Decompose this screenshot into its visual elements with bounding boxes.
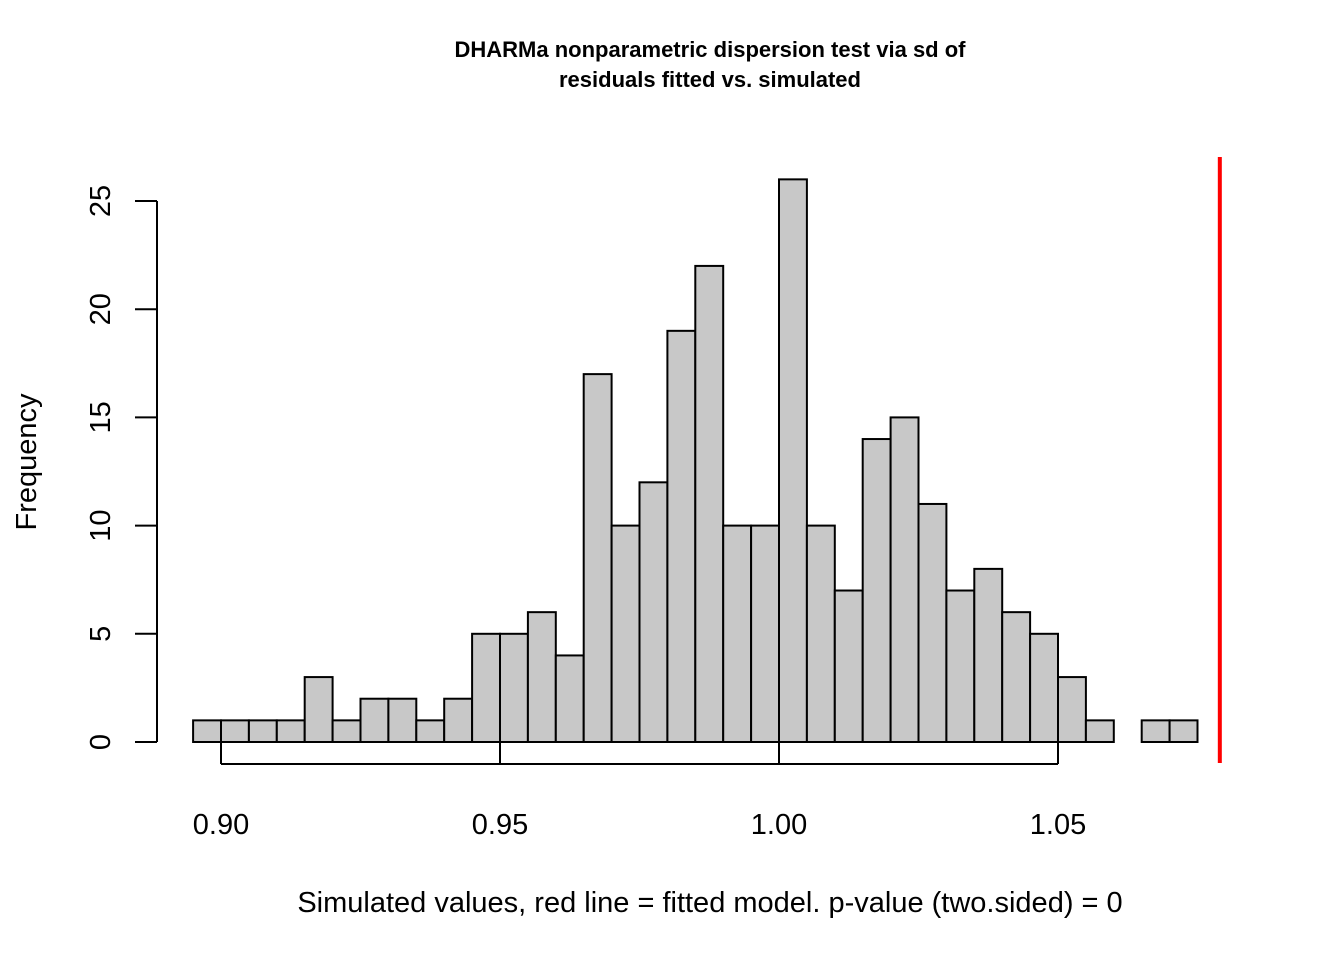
histogram-bar (805, 524, 836, 743)
histogram-bar (1140, 719, 1171, 743)
histogram-bar (694, 264, 725, 743)
y-tick-label: 15 (85, 401, 117, 433)
histogram-bar (471, 632, 502, 743)
x-axis: 0.90 0.95 1.00 1.05 (193, 742, 1086, 841)
histogram-bar (1057, 676, 1087, 744)
x-tick-label: 1.05 (1030, 809, 1086, 841)
y-tick-label: 5 (85, 626, 117, 642)
x-tick-label: 0.95 (472, 809, 528, 841)
histogram-bar (499, 632, 529, 743)
y-tick-label: 0 (85, 734, 117, 750)
histogram-bar (554, 654, 585, 743)
chart-title-line-2: residuals fitted vs. simulated (559, 67, 861, 92)
histogram-bar (582, 373, 613, 743)
histogram-bars (192, 178, 1199, 744)
histogram-bar (443, 697, 474, 743)
histogram-bar (638, 481, 669, 743)
histogram-bar (220, 719, 250, 743)
histogram-bar (666, 329, 697, 743)
histogram-bar (917, 502, 948, 743)
histogram-bar (722, 524, 753, 743)
histogram-bar (331, 719, 362, 743)
histogram-bar (1084, 719, 1115, 743)
x-tick-label: 1.00 (751, 809, 807, 841)
histogram-bar (778, 178, 808, 744)
histogram-bar (359, 697, 390, 743)
y-axis: 0 5 10 15 20 25 (85, 185, 158, 750)
x-tick-label: 0.90 (193, 809, 249, 841)
histogram-bar (526, 611, 557, 743)
y-tick-label: 10 (85, 509, 117, 541)
histogram-bar (1168, 719, 1199, 743)
histogram-bar (192, 719, 223, 743)
histogram-bar (889, 416, 920, 743)
histogram-bar (861, 438, 892, 743)
y-tick-label: 25 (85, 185, 117, 217)
y-axis-label: Frequency (11, 393, 43, 531)
histogram-bar (750, 524, 780, 743)
x-axis-label: Simulated values, red line = fitted mode… (297, 887, 1122, 919)
chart-title-line-1: DHARMa nonparametric dispersion test via… (455, 37, 967, 62)
histogram-bar (1029, 632, 1059, 743)
histogram-bar (973, 567, 1004, 743)
histogram-bar (275, 719, 306, 743)
y-tick-label: 20 (85, 293, 117, 325)
histogram-bar (610, 524, 641, 743)
histogram-bar (415, 719, 446, 743)
histogram-bar (303, 676, 334, 744)
histogram-bar (247, 719, 278, 743)
histogram-bar (1001, 611, 1032, 743)
histogram-bar (833, 589, 864, 744)
histogram-bar (945, 589, 976, 744)
histogram-bar (387, 697, 418, 743)
